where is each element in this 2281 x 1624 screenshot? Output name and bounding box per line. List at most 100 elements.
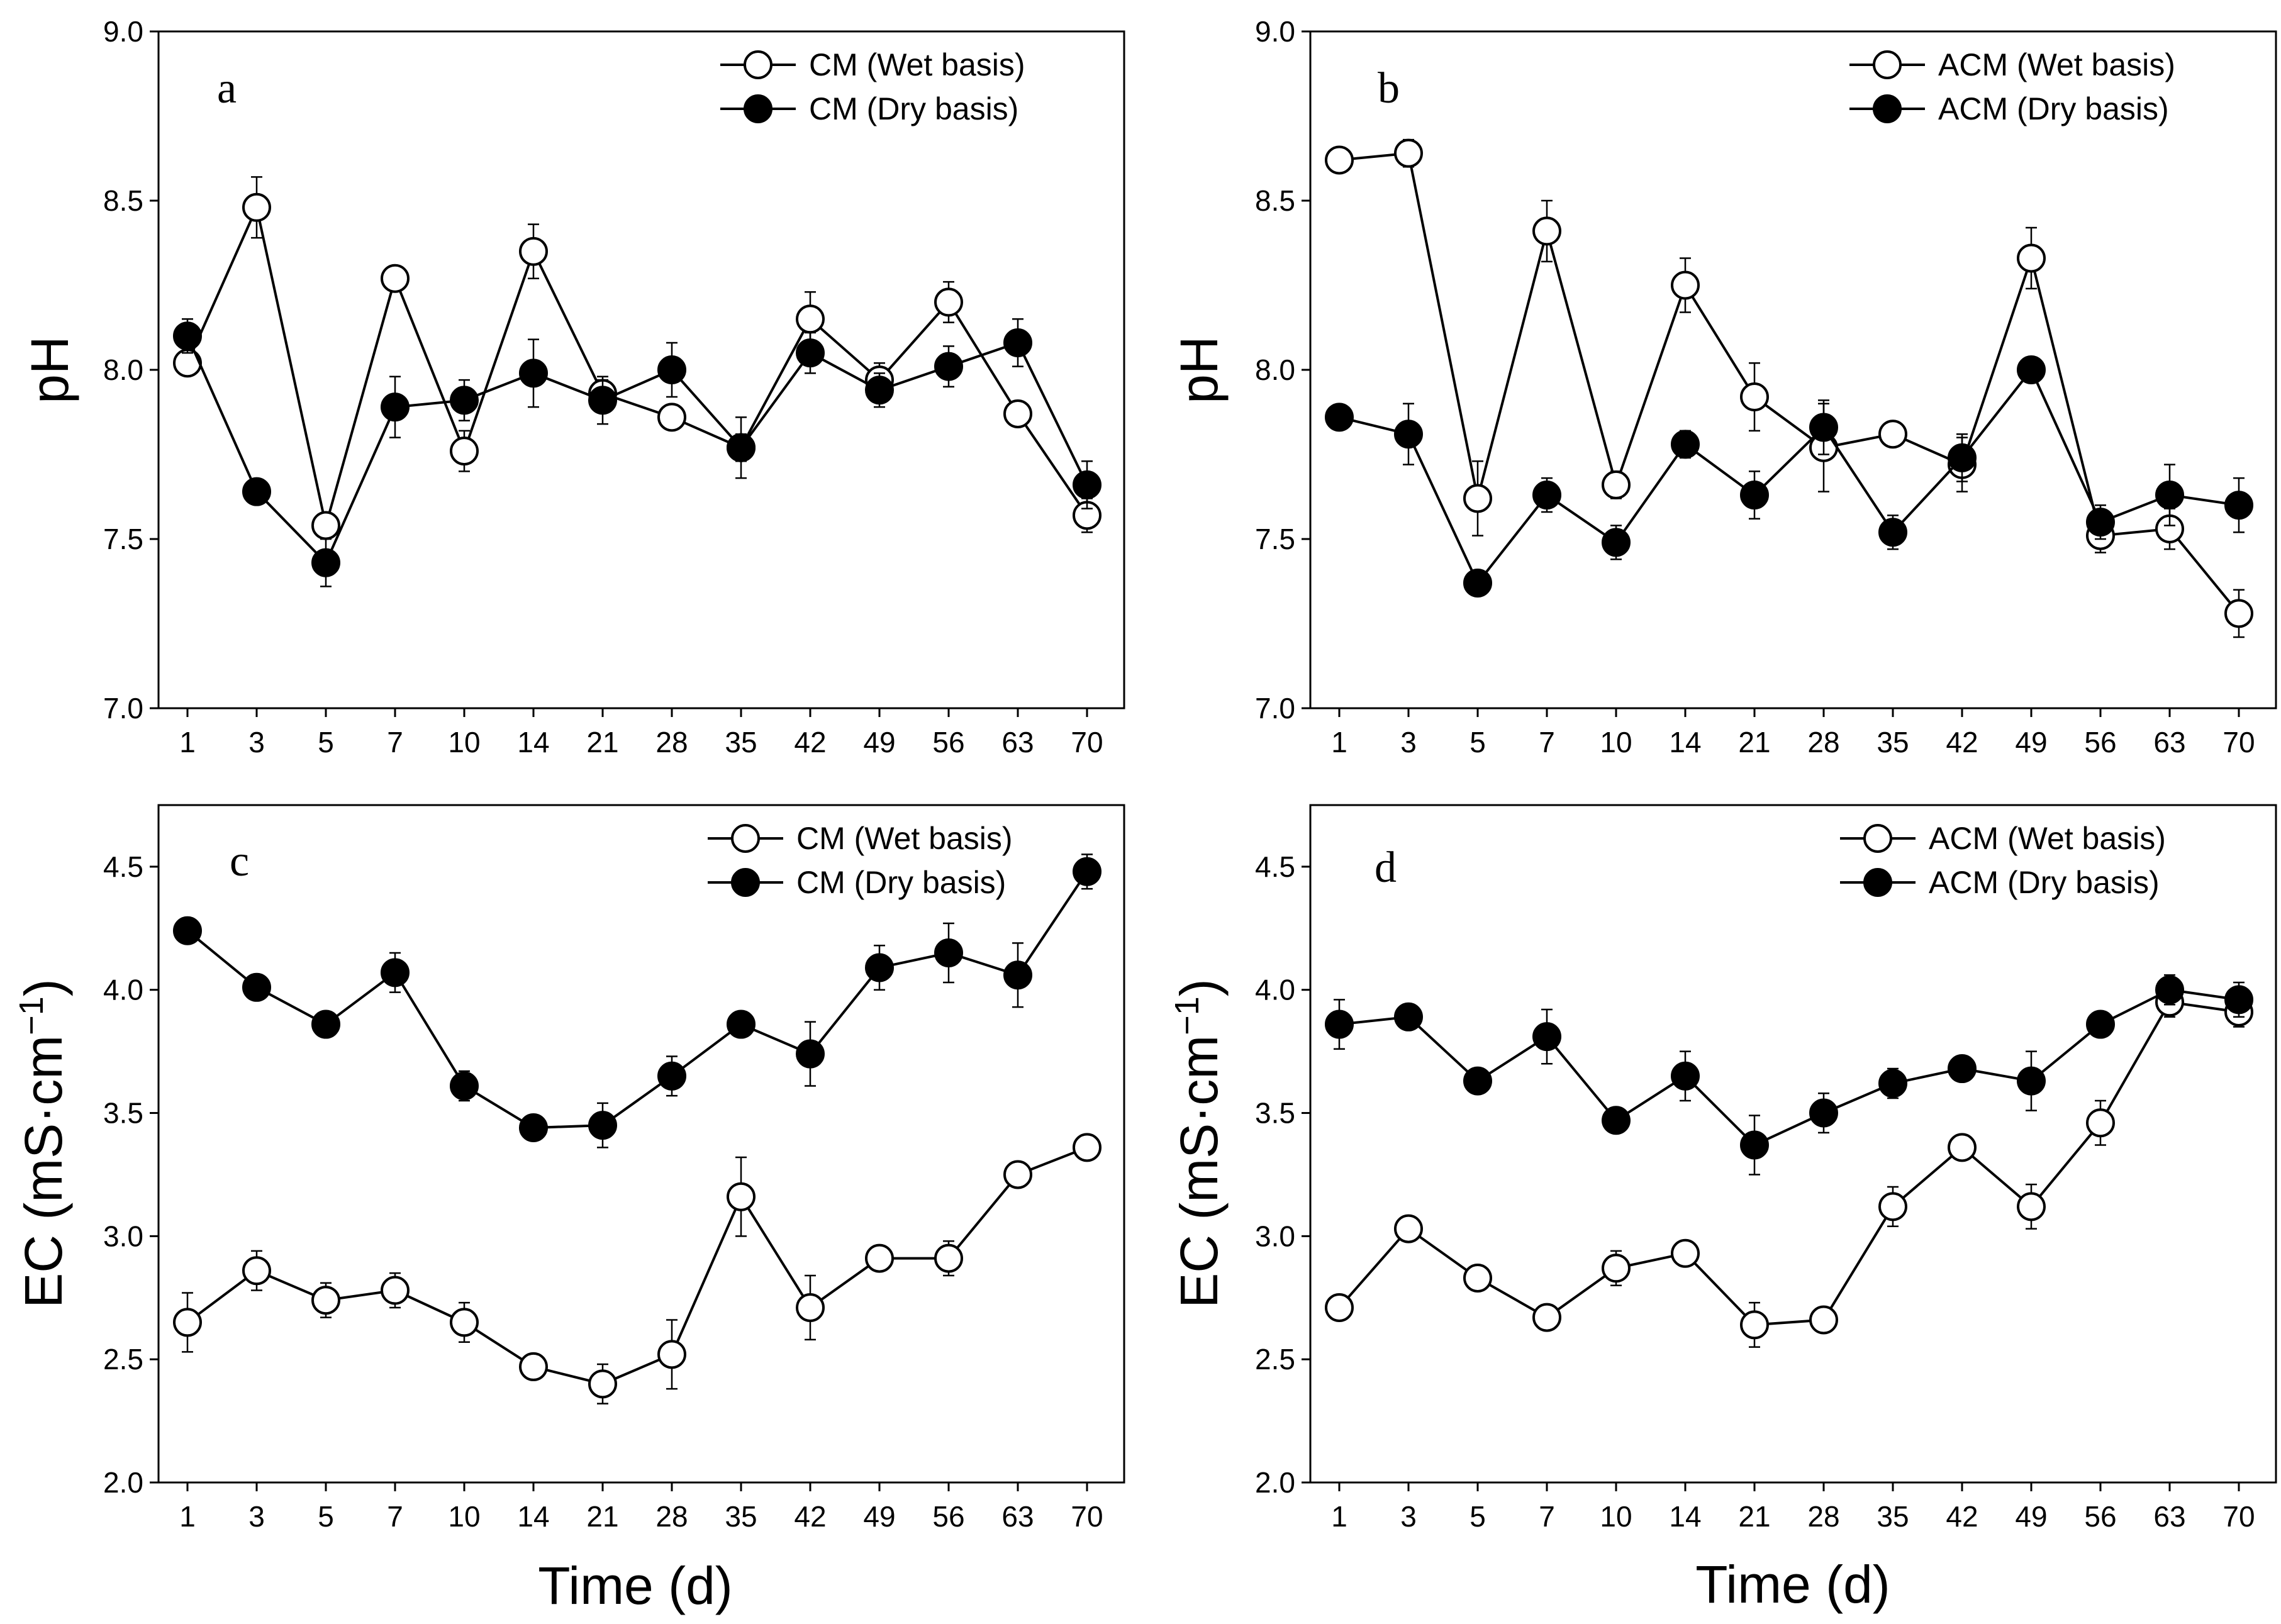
data-point (2017, 1192, 2046, 1221)
data-point (1671, 270, 1700, 300)
panel-d-ylabel: EC (mS·cm−1) (1168, 979, 1229, 1308)
data-point (796, 1293, 825, 1322)
x-tick-label: 7 (387, 1500, 403, 1533)
series-line (1339, 367, 2239, 586)
x-axis-title-left: Time (d) (538, 1556, 733, 1615)
panel-c-frame (157, 804, 1125, 1484)
data-point (311, 1286, 340, 1315)
x-tick-label: 14 (517, 726, 549, 759)
data-point (311, 511, 340, 540)
panel-c-letter: c (230, 837, 249, 886)
x-tick-label: 35 (1877, 1500, 1909, 1533)
x-tick-label: 56 (932, 726, 964, 759)
y-tick-label: 2.0 (1255, 1466, 1295, 1499)
panel-b-legend: ACM (Wet basis) ACM (Dry basis) (1849, 47, 2175, 126)
data-point (796, 304, 825, 334)
data-point (242, 972, 271, 1002)
x-tick-label: 49 (2015, 1500, 2047, 1533)
data-point (1463, 1263, 1492, 1293)
data-point (450, 1071, 479, 1101)
x-tick-label: 35 (725, 726, 757, 759)
y-tick-label: 8.0 (1255, 353, 1295, 386)
data-point (519, 236, 548, 266)
x-tick-label: 63 (2153, 726, 2185, 759)
legend-marker-dry (1873, 94, 1902, 123)
x-tick-label: 14 (1669, 726, 1701, 759)
x-tick-label: 3 (248, 1500, 265, 1533)
series-wet-basis (173, 1133, 1101, 1404)
data-point (727, 433, 756, 462)
data-point (1878, 420, 1907, 449)
data-point (1948, 1054, 1977, 1084)
series-wet-basis (173, 176, 1101, 540)
data-point (2224, 599, 2253, 628)
data-point (1532, 1022, 1561, 1052)
data-point (1671, 430, 1700, 459)
data-point (242, 1256, 271, 1286)
x-tick-label: 1 (179, 1500, 196, 1533)
series-dry-basis (1325, 974, 2253, 1176)
data-point (1463, 568, 1492, 598)
data-point (657, 1340, 686, 1369)
data-point (381, 1276, 410, 1305)
x-tick-label: 70 (2222, 1500, 2255, 1533)
data-point (1394, 1214, 1423, 1243)
x-tick-label: 14 (517, 1500, 549, 1533)
x-tick-label: 7 (1539, 726, 1555, 759)
x-tick-label: 1 (1331, 726, 1347, 759)
y-tick-label: 8.0 (103, 353, 143, 386)
panel-a-letter: a (217, 64, 237, 113)
data-point (381, 264, 410, 293)
series-line (186, 203, 1088, 526)
series-dry-basis (173, 854, 1101, 1148)
data-point (1740, 481, 1769, 510)
data-point (519, 1352, 548, 1381)
data-point (450, 386, 479, 415)
x-tick-label: 42 (1946, 1500, 1978, 1533)
x-tick-label: 35 (725, 1500, 757, 1533)
y-tick-label: 2.5 (103, 1343, 143, 1376)
data-point (2155, 975, 2184, 1004)
y-tick-label: 4.0 (1255, 974, 1295, 1006)
series-line (1339, 152, 2240, 615)
data-point (1394, 138, 1423, 168)
panel-d-letter: d (1375, 843, 1397, 892)
x-tick-label: 1 (179, 726, 196, 759)
data-point (242, 477, 271, 506)
data-point (2017, 1066, 2046, 1096)
x-tick-label: 28 (1807, 1500, 1839, 1533)
data-point (450, 437, 479, 466)
data-point (796, 1039, 825, 1069)
data-point (657, 355, 686, 384)
x-tick-label: 49 (863, 726, 895, 759)
legend-label-dry: CM (Dry basis) (809, 91, 1018, 126)
data-point (450, 1308, 479, 1337)
data-point (2017, 243, 2046, 273)
legend-marker-dry (744, 94, 772, 123)
panel-b-letter: b (1378, 64, 1400, 113)
legend-label-wet: CM (Wet basis) (796, 821, 1013, 856)
x-tick-label: 10 (448, 1500, 480, 1533)
data-point (1740, 1310, 1769, 1340)
series-dry-basis (173, 318, 1101, 587)
x-tick-label: 5 (1470, 1500, 1486, 1533)
legend-marker-wet (1873, 50, 1902, 79)
data-point (173, 321, 202, 351)
panel-c-ylabel-main: EC (mS·cm (14, 1035, 73, 1308)
x-tick-label: 21 (586, 726, 618, 759)
data-point (1003, 328, 1032, 357)
x-tick-label: 70 (1071, 726, 1103, 759)
panel-c: c EC (mS·cm−1) CM (Wet basis) CM (Dry ba… (13, 804, 1125, 1533)
x-tick-label: 7 (1539, 1500, 1555, 1533)
data-point (1073, 1133, 1101, 1162)
y-tick-label: 3.5 (1255, 1097, 1295, 1130)
x-axis-title-right: Time (d) (1695, 1555, 1890, 1614)
data-point (1325, 403, 1354, 432)
data-point (1463, 484, 1492, 513)
x-tick-label: 63 (1001, 726, 1034, 759)
y-tick-label: 8.5 (1255, 184, 1295, 217)
data-point (1809, 1098, 1838, 1128)
data-point (1602, 1254, 1631, 1283)
data-point (588, 386, 617, 415)
